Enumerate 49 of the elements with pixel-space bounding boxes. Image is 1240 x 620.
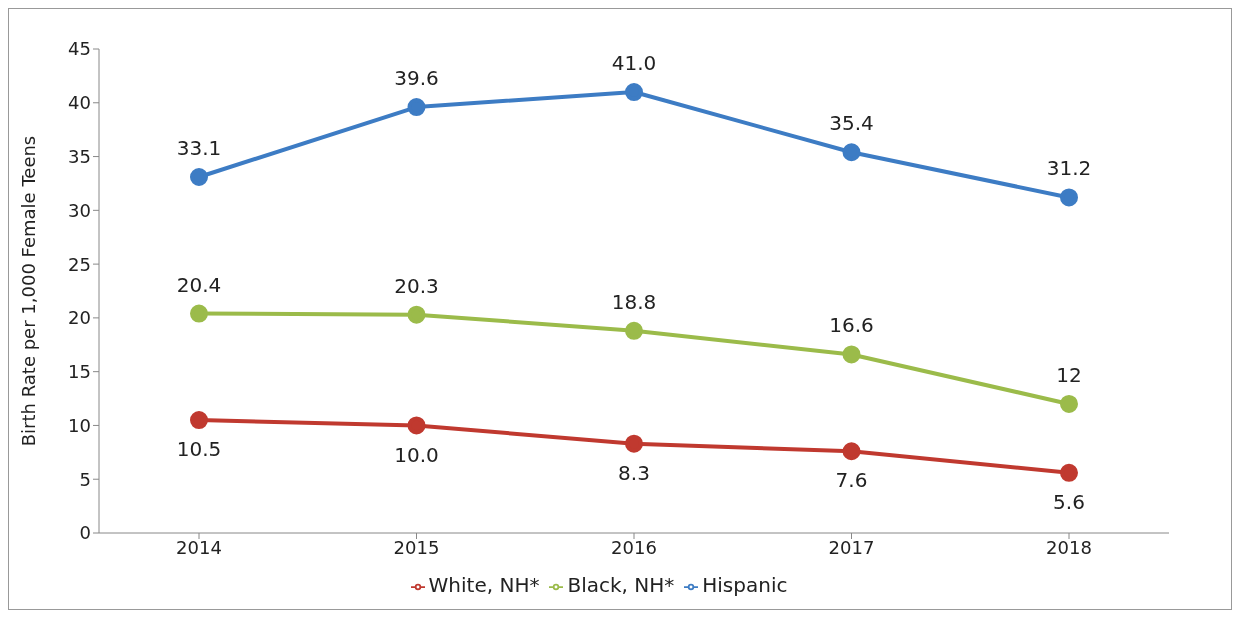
point bbox=[190, 411, 208, 430]
point bbox=[190, 304, 208, 323]
y-tick-label: 0 bbox=[79, 522, 91, 544]
data-label: 10.5 bbox=[176, 437, 222, 462]
data-label: 16.6 bbox=[829, 313, 874, 338]
point bbox=[1060, 188, 1078, 207]
data-label: 41.0 bbox=[611, 51, 657, 76]
legend-label: Hispanic bbox=[702, 573, 788, 597]
data-label: 8.3 bbox=[618, 460, 650, 485]
data-label: 18.8 bbox=[611, 289, 657, 314]
y-tick-label: 10 bbox=[68, 414, 91, 436]
legend-label: Black, NH* bbox=[567, 573, 675, 597]
x-tick-label: 2016 bbox=[611, 536, 657, 558]
legend-label: White, NH* bbox=[428, 573, 540, 597]
point bbox=[190, 167, 208, 186]
y-axis-title: Birth Rate per 1,000 Female Teens bbox=[18, 135, 40, 447]
point bbox=[1060, 463, 1078, 482]
point bbox=[407, 98, 426, 117]
data-label: 20.3 bbox=[394, 273, 439, 298]
x-tick-label: 2018 bbox=[1046, 536, 1092, 558]
y-tick-label: 20 bbox=[68, 307, 91, 329]
point bbox=[625, 321, 643, 340]
point bbox=[842, 345, 861, 364]
point bbox=[407, 305, 426, 324]
point bbox=[407, 416, 426, 435]
y-tick-label: 30 bbox=[68, 199, 91, 221]
data-label: 33.1 bbox=[176, 135, 222, 160]
data-label: 10.0 bbox=[394, 442, 439, 467]
point bbox=[1060, 394, 1078, 413]
x-tick-label: 2014 bbox=[176, 536, 222, 558]
y-tick-label: 15 bbox=[68, 361, 91, 383]
data-label: 5.6 bbox=[1053, 489, 1085, 514]
y-tick-label: 5 bbox=[79, 468, 91, 490]
data-label: 35.4 bbox=[829, 111, 874, 136]
y-tick-label: 35 bbox=[68, 145, 91, 167]
y-tick-label: 25 bbox=[68, 253, 91, 275]
data-label: 12 bbox=[1056, 362, 1082, 387]
point bbox=[625, 83, 643, 102]
y-tick-label: 45 bbox=[68, 38, 91, 60]
x-tick-label: 2017 bbox=[828, 536, 875, 558]
y-tick-label: 40 bbox=[68, 92, 91, 114]
data-label: 31.2 bbox=[1046, 156, 1092, 181]
point bbox=[842, 442, 861, 461]
data-label: 20.4 bbox=[176, 272, 222, 297]
x-tick-label: 2015 bbox=[393, 536, 440, 558]
data-label: 7.6 bbox=[835, 468, 868, 493]
point bbox=[625, 434, 643, 453]
point bbox=[842, 143, 861, 162]
data-label: 39.6 bbox=[394, 66, 439, 91]
